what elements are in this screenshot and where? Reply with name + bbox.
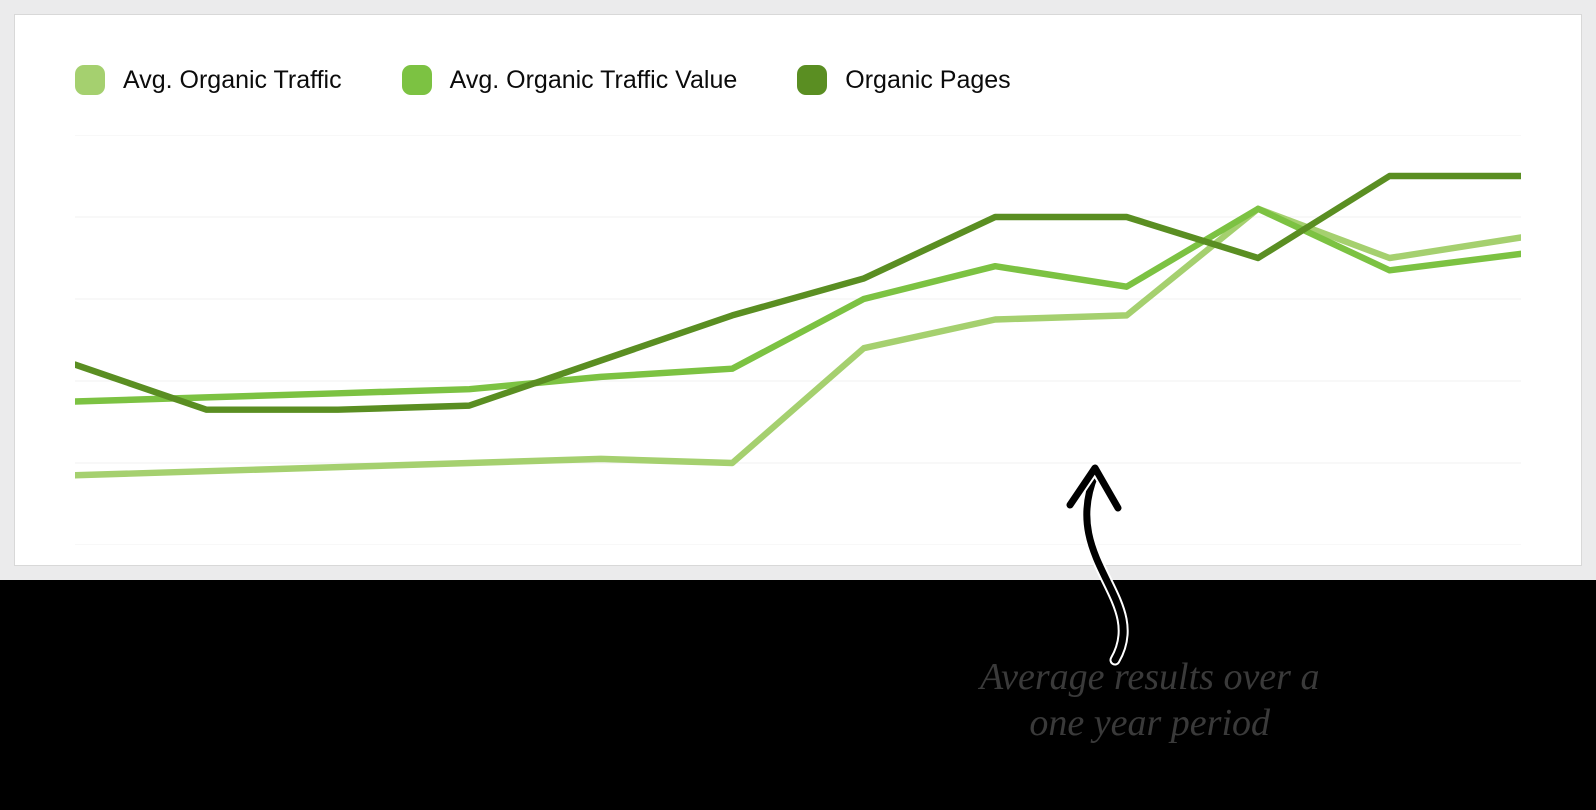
annotation-arrow [0,0,1596,810]
annotation-text: Average results over a one year period [980,655,1319,746]
